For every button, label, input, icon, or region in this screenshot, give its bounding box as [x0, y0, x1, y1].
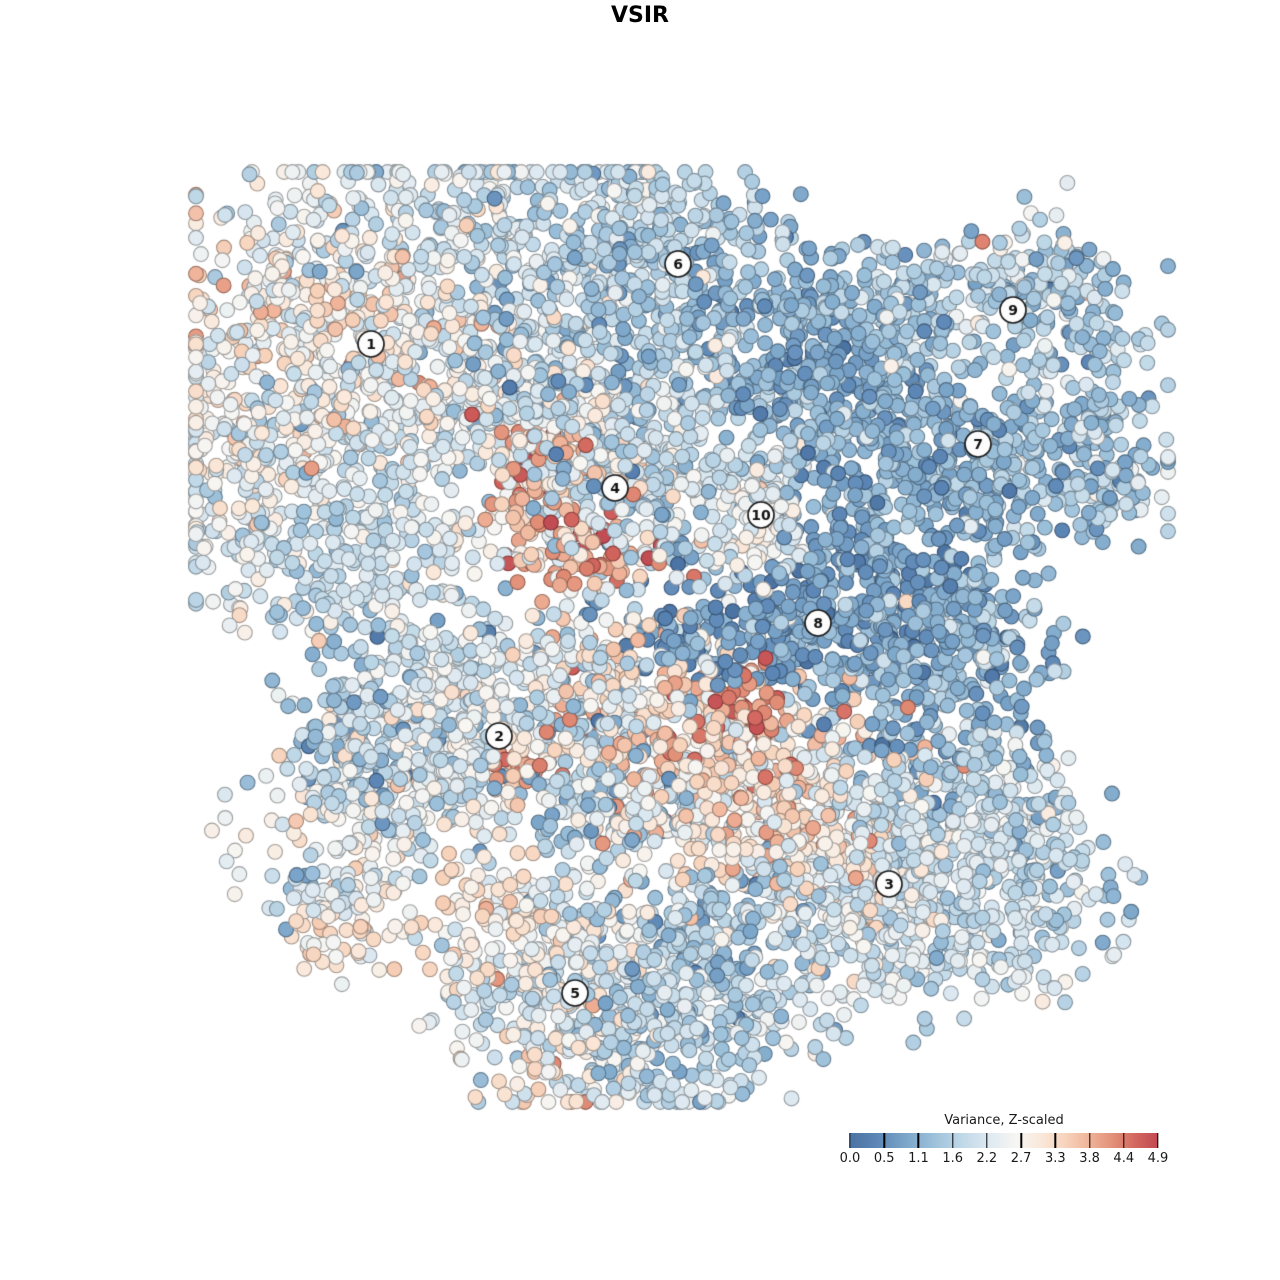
- colorbar-tick-line: [1088, 1133, 1091, 1148]
- colorbar-tick-line: [849, 1133, 851, 1148]
- colorbar-tick-label: 3.3: [1044, 1151, 1066, 1166]
- colorbar-tick-line: [1054, 1133, 1057, 1148]
- colorbar-tick-labels: 0.0 0.5 1.1 1.6 2.2 2.7 3.3 3.8 4.4 4.9: [840, 1151, 1169, 1167]
- colorbar-tick-line: [1157, 1133, 1159, 1148]
- colorbar-gradient: [849, 1133, 1159, 1148]
- colorbar-tick-line: [1123, 1133, 1125, 1148]
- colorbar-tick-line: [986, 1133, 988, 1148]
- colorbar-tick-label: 2.2: [976, 1151, 998, 1166]
- colorbar-tick-line: [951, 1133, 954, 1148]
- colorbar-tick-line: [1020, 1133, 1022, 1148]
- colorbar-tick-label: 0.5: [873, 1151, 895, 1166]
- plot-title: VSIR: [611, 3, 669, 28]
- colorbar-tick-label: 4.9: [1147, 1151, 1169, 1166]
- colorbar-tick-label: 3.8: [1079, 1151, 1100, 1166]
- colorbar-tick-label: 4.4: [1113, 1151, 1135, 1166]
- colorbar-legend: Variance, Z-scaled 0.0 0.5 1.1 1.6 2.2 2.7 3.3…: [840, 1112, 1169, 1167]
- colorbar-tick-line: [883, 1133, 885, 1148]
- colorbar-tick-line: [917, 1133, 920, 1148]
- colorbar-tick-label: 1.6: [942, 1151, 963, 1166]
- colorbar-title: Variance, Z-scaled: [944, 1113, 1064, 1128]
- colorbar-tick-label: 1.1: [908, 1151, 929, 1166]
- colorbar-tick-label: 0.0: [839, 1151, 861, 1166]
- colorbar-tick-label: 2.7: [1010, 1151, 1032, 1166]
